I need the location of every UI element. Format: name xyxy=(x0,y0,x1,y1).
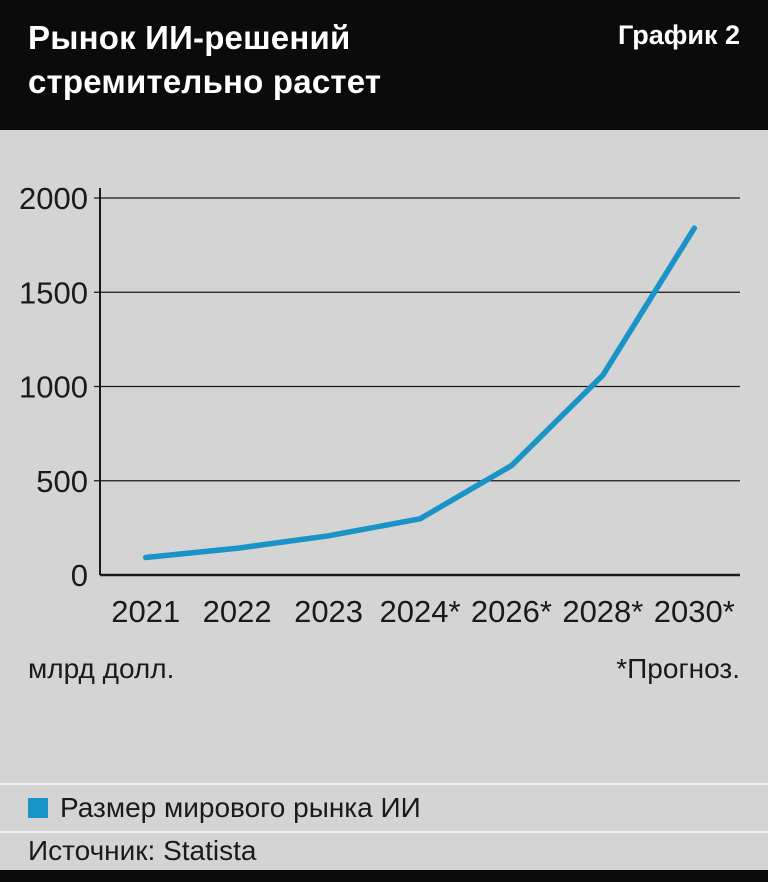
y-tick-label: 1500 xyxy=(19,275,88,310)
x-tick-label: 2024* xyxy=(379,594,460,629)
series-line xyxy=(142,225,698,561)
unit-label: млрд долл. xyxy=(28,653,175,684)
footer-bar xyxy=(0,870,768,882)
chart-number-label: График 2 xyxy=(617,20,740,50)
y-tick-label: 2000 xyxy=(19,181,88,216)
y-tick-label: 0 xyxy=(71,558,88,593)
line-chart: 0 500 1000 1500 2000 2021 2022 2023 2024* 2026* 20… xyxy=(19,181,740,629)
page-title: Рынок ИИ-решений стремительно растет xyxy=(28,16,381,104)
y-tick-label: 500 xyxy=(36,464,88,499)
x-tick-label: 2028* xyxy=(562,594,643,629)
header: Рынок ИИ-решений стремительно растет Гра… xyxy=(0,0,768,130)
source-label: Источник: Statista xyxy=(28,834,257,866)
legend-label: Размер мирового рынка ИИ xyxy=(60,792,421,823)
page-title-line1: Рынок ИИ-решений xyxy=(28,19,351,56)
footnotes-row: млрд долл. *Прогноз. xyxy=(0,652,768,686)
legend: Размер мирового рынка ИИ xyxy=(0,785,768,831)
forecast-note: *Прогноз. xyxy=(616,653,740,684)
separator-bottom xyxy=(0,831,768,833)
x-tick-label: 2022 xyxy=(203,594,272,629)
x-tick-label: 2026* xyxy=(471,594,552,629)
y-tick-label: 1000 xyxy=(19,370,88,405)
source-row: Источник: Statista xyxy=(0,833,768,868)
separator-top xyxy=(0,783,768,785)
x-tick-label: 2023 xyxy=(294,594,363,629)
x-tick-label: 2021 xyxy=(111,594,180,629)
page-title-line2: стремительно растет xyxy=(28,63,382,100)
legend-swatch xyxy=(28,798,48,818)
chart-area: 0 500 1000 1500 2000 2021 2022 2023 2024* 2026* 20… xyxy=(0,130,768,640)
x-tick-label: 2030* xyxy=(654,594,735,629)
